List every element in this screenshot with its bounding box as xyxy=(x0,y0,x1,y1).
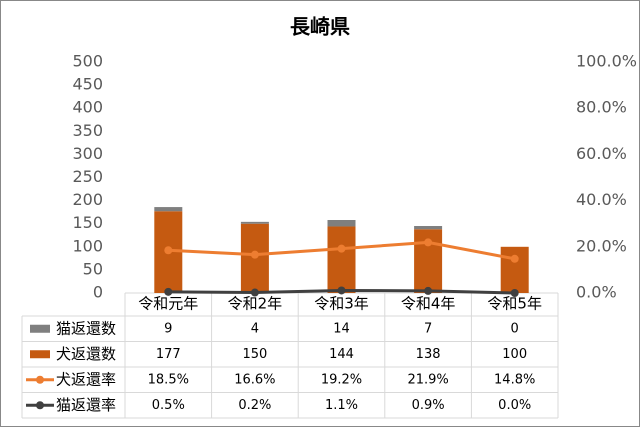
marker xyxy=(424,286,433,295)
marker xyxy=(510,289,519,297)
table-cell: 9 xyxy=(164,321,172,336)
legend-swatch xyxy=(30,324,50,333)
y-tick-label: 100 xyxy=(72,236,103,255)
y-tick-label: 50 xyxy=(83,259,103,278)
bar xyxy=(327,220,356,227)
bar xyxy=(154,207,183,212)
table-cell: 138 xyxy=(416,347,441,362)
legend-label: 猫返還数 xyxy=(56,319,116,337)
table-cell: 144 xyxy=(329,347,354,362)
y-tick-label: 250 xyxy=(72,167,103,186)
table-cell: 14.8% xyxy=(494,372,535,387)
y-tick-label: 500 xyxy=(72,52,103,71)
y2-tick-label: 20.0% xyxy=(576,236,627,255)
y-tick-label: 350 xyxy=(72,121,103,140)
table-cell: 150 xyxy=(242,347,267,362)
table-cell: 21.9% xyxy=(407,372,448,387)
x-tick-label: 令和5年 xyxy=(487,295,542,313)
legend-marker xyxy=(36,401,44,410)
table-cell: 0 xyxy=(511,321,519,336)
y-tick-label: 200 xyxy=(72,190,103,209)
y-tick-label: 400 xyxy=(72,98,103,117)
marker xyxy=(164,246,173,255)
table-cell: 16.6% xyxy=(234,372,275,387)
legend-label: 猫返還率 xyxy=(56,396,116,414)
marker xyxy=(510,254,519,263)
y-tick-label: 0 xyxy=(93,283,103,302)
y2-tick-label: 80.0% xyxy=(576,98,627,117)
y2-tick-label: 0.0% xyxy=(576,283,617,302)
y-tick-label: 450 xyxy=(72,75,103,94)
legend-swatch xyxy=(30,350,50,359)
table-cell: 4 xyxy=(251,321,259,336)
x-tick-label: 令和3年 xyxy=(314,295,369,313)
y-tick-label: 300 xyxy=(72,144,103,163)
table-cell: 0.0% xyxy=(498,398,531,413)
table-cell: 0.2% xyxy=(238,398,271,413)
table-cell: 7 xyxy=(424,321,432,336)
bar xyxy=(327,226,356,293)
table-cell: 1.1% xyxy=(325,398,358,413)
legend-marker xyxy=(36,375,44,384)
marker xyxy=(337,286,346,295)
marker xyxy=(250,288,259,297)
marker xyxy=(164,287,173,296)
table-cell: 18.5% xyxy=(148,372,189,387)
marker xyxy=(337,244,346,253)
y2-tick-label: 60.0% xyxy=(576,144,627,163)
marker xyxy=(424,238,433,247)
chart-title: 長崎県 xyxy=(290,15,350,39)
bar xyxy=(240,221,269,224)
y2-tick-label: 40.0% xyxy=(576,190,627,209)
table-cell: 0.9% xyxy=(412,398,445,413)
legend-label: 犬返還率 xyxy=(56,370,116,388)
table-cell: 19.2% xyxy=(321,372,362,387)
x-tick-label: 令和4年 xyxy=(401,295,456,313)
y2-tick-label: 100.0% xyxy=(576,52,637,71)
marker xyxy=(250,250,259,259)
x-tick-label: 令和元年 xyxy=(138,295,198,313)
y-tick-label: 150 xyxy=(72,213,103,232)
x-tick-label: 令和2年 xyxy=(228,295,283,313)
table-cell: 177 xyxy=(156,347,181,362)
bar xyxy=(500,246,529,293)
legend-label: 犬返還数 xyxy=(56,345,116,363)
bar xyxy=(414,226,443,230)
table-cell: 100 xyxy=(502,347,527,362)
table-cell: 14 xyxy=(333,321,350,336)
table-cell: 0.5% xyxy=(152,398,185,413)
